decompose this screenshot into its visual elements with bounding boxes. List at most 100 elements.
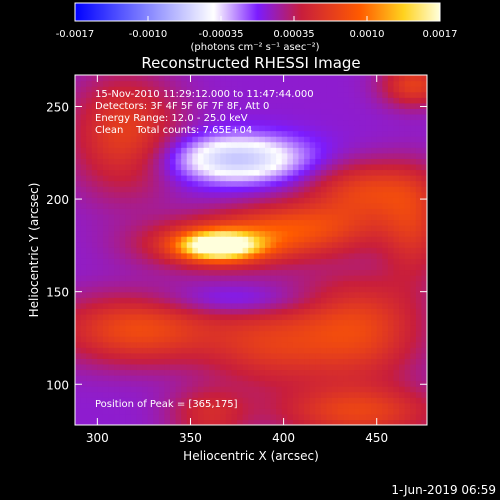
heatmap-cell bbox=[225, 141, 233, 148]
heatmap-cell bbox=[421, 391, 427, 398]
heatmap-cell bbox=[315, 241, 322, 248]
heatmap-cell bbox=[276, 86, 283, 93]
heatmap-cell bbox=[130, 202, 138, 209]
heatmap-cell bbox=[365, 136, 372, 143]
heatmap-cell bbox=[242, 130, 249, 137]
heatmap-cell bbox=[91, 363, 98, 371]
heatmap-cell bbox=[75, 275, 82, 282]
heatmap-cell bbox=[102, 180, 110, 187]
heatmap-cell bbox=[86, 280, 93, 287]
heatmap-cell bbox=[281, 386, 288, 393]
heatmap-cell bbox=[348, 180, 355, 187]
heatmap-cell bbox=[80, 102, 87, 109]
heatmap-cell bbox=[287, 352, 294, 359]
heatmap-cell bbox=[158, 186, 165, 193]
heatmap-cell bbox=[354, 391, 361, 398]
heatmap-cell bbox=[348, 80, 355, 87]
heatmap-cell bbox=[410, 213, 417, 221]
heatmap-cell bbox=[203, 136, 210, 143]
heatmap-cell bbox=[169, 402, 177, 409]
heatmap-cell bbox=[147, 191, 154, 198]
heatmap-cell bbox=[231, 258, 238, 265]
heatmap-cell bbox=[337, 352, 344, 359]
heatmap-cell bbox=[292, 125, 300, 132]
heatmap-cell bbox=[304, 175, 311, 182]
heatmap-cell bbox=[315, 275, 322, 282]
heatmap-cell bbox=[376, 347, 383, 354]
heatmap-cell bbox=[376, 308, 383, 315]
heatmap-cell bbox=[259, 408, 266, 415]
heatmap-cell bbox=[231, 380, 238, 387]
heatmap-cell bbox=[248, 247, 255, 254]
heatmap-cell bbox=[253, 408, 260, 415]
heatmap-cell bbox=[270, 197, 277, 204]
heatmap-cell bbox=[80, 280, 87, 287]
heatmap-cell bbox=[292, 336, 300, 343]
heatmap-cell bbox=[298, 291, 305, 298]
heatmap-cell bbox=[298, 352, 305, 359]
heatmap-cell bbox=[242, 341, 249, 348]
heatmap-cell bbox=[399, 297, 406, 304]
heatmap-cell bbox=[75, 319, 82, 326]
heatmap-cell bbox=[415, 419, 423, 425]
heatmap-cell bbox=[337, 80, 344, 87]
heatmap-cell bbox=[197, 286, 205, 293]
heatmap-cell bbox=[376, 286, 383, 293]
heatmap-cell bbox=[387, 386, 395, 393]
heatmap-cell bbox=[86, 336, 93, 343]
heatmap-cell bbox=[253, 213, 260, 221]
heatmap-cell bbox=[304, 191, 311, 198]
heatmap-cell bbox=[253, 297, 260, 304]
heatmap-cell bbox=[197, 91, 205, 98]
heatmap-cell bbox=[169, 169, 177, 176]
heatmap-cell bbox=[130, 358, 138, 365]
heatmap-cell bbox=[142, 391, 149, 398]
heatmap-cell bbox=[376, 113, 383, 121]
heatmap-cell bbox=[376, 408, 383, 415]
heatmap-cell bbox=[181, 236, 188, 243]
heatmap-cell bbox=[97, 86, 104, 93]
heatmap-cell bbox=[371, 225, 378, 232]
heatmap-cell bbox=[214, 308, 221, 315]
heatmap-cell bbox=[410, 236, 417, 243]
heatmap-cell bbox=[164, 152, 171, 159]
heatmap-cell bbox=[298, 280, 305, 287]
heatmap-cell bbox=[114, 225, 121, 232]
heatmap-cell bbox=[181, 269, 188, 276]
heatmap-cell bbox=[108, 286, 115, 293]
heatmap-cell bbox=[147, 269, 154, 276]
heatmap-cell bbox=[281, 391, 288, 398]
heatmap-cell bbox=[169, 313, 177, 321]
heatmap-cell bbox=[415, 197, 423, 204]
heatmap-cell bbox=[102, 75, 110, 82]
heatmap-cell bbox=[220, 258, 227, 265]
heatmap-cell bbox=[164, 197, 171, 204]
heatmap-cell bbox=[75, 125, 82, 132]
heatmap-cell bbox=[387, 163, 395, 171]
heatmap-cell bbox=[309, 263, 316, 271]
heatmap-cell bbox=[114, 419, 121, 425]
heatmap-cell bbox=[181, 119, 188, 126]
heatmap-cell bbox=[136, 408, 143, 415]
heatmap-cell bbox=[186, 141, 193, 148]
heatmap-cell bbox=[119, 80, 126, 87]
heatmap-cell bbox=[371, 341, 378, 348]
heatmap-cell bbox=[292, 219, 300, 226]
heatmap-cell bbox=[259, 230, 266, 237]
heatmap-cell bbox=[382, 91, 389, 98]
heatmap-cell bbox=[415, 91, 423, 98]
heatmap-cell bbox=[404, 236, 411, 243]
heatmap-cell bbox=[136, 169, 143, 176]
heatmap-cell bbox=[259, 341, 266, 348]
heatmap-cell bbox=[264, 213, 272, 221]
heatmap-cell bbox=[259, 186, 266, 193]
heatmap-cell bbox=[337, 402, 344, 409]
heatmap-cell bbox=[108, 269, 115, 276]
heatmap-cell bbox=[197, 86, 205, 93]
heatmap-cell bbox=[337, 247, 344, 254]
heatmap-cell bbox=[130, 291, 138, 298]
heatmap-cell bbox=[197, 236, 205, 243]
heatmap-cell bbox=[292, 175, 300, 182]
heatmap-cell bbox=[169, 219, 177, 226]
heatmap-cell bbox=[192, 230, 199, 237]
